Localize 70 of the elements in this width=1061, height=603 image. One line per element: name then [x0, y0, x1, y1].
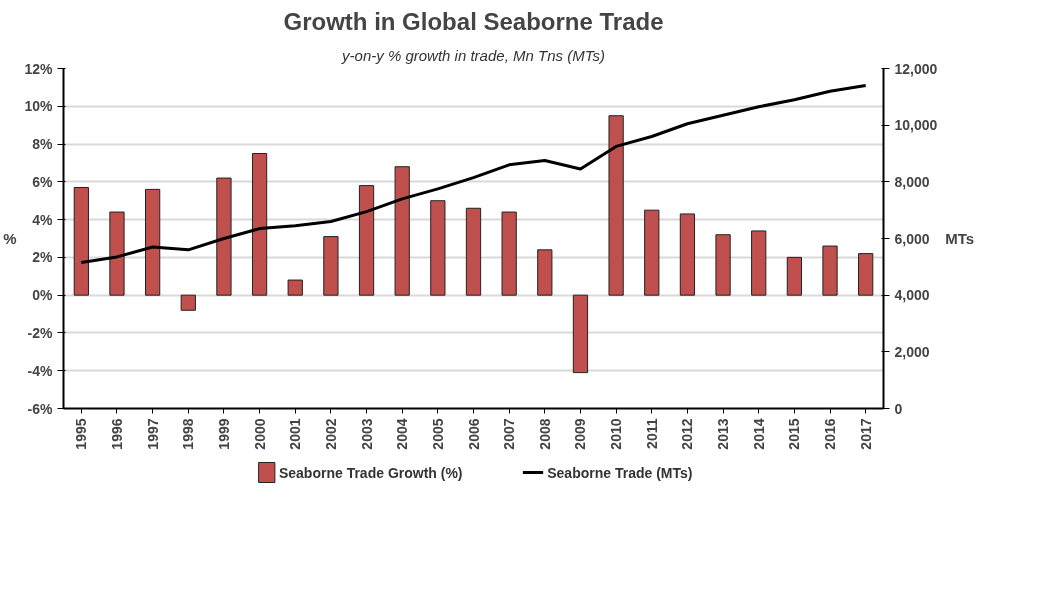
y2-tick-label: 2,000 — [894, 343, 930, 360]
y-tick-label: 2% — [32, 249, 54, 266]
bar — [715, 234, 731, 296]
bar — [394, 166, 410, 296]
bar — [644, 209, 660, 296]
bar — [537, 249, 553, 296]
x-tick-label: 2000 — [251, 418, 268, 450]
x-tick-label: 2017 — [857, 418, 874, 450]
y-tick-label: -2% — [27, 324, 54, 341]
x-tick-label: 2011 — [643, 418, 660, 449]
y2-tick-label: 6,000 — [894, 230, 930, 247]
bar — [572, 294, 589, 374]
x-tick-label: 2006 — [465, 418, 482, 450]
x-tick-label: 1996 — [108, 418, 125, 450]
y2-tick-label: 4,000 — [894, 287, 930, 304]
y2-tick-label: 12,000 — [894, 60, 938, 77]
x-tick-label: 2004 — [394, 418, 411, 450]
y-tick-label: -6% — [27, 400, 54, 417]
x-tick-label: 1997 — [144, 418, 161, 450]
y2-tick-label: 8,000 — [894, 173, 930, 190]
bar — [751, 230, 767, 296]
bar — [109, 211, 125, 296]
bar — [323, 236, 339, 296]
x-tick-label: 2013 — [715, 418, 732, 450]
bar — [145, 188, 161, 296]
y-tick-label: 0% — [32, 287, 54, 304]
bar — [465, 207, 482, 296]
bar — [251, 153, 268, 296]
x-tick-label: 2016 — [822, 418, 839, 450]
x-tick-label: 1998 — [180, 418, 197, 450]
bar — [501, 211, 517, 296]
bar — [358, 185, 375, 296]
x-tick-label: 2014 — [750, 418, 767, 450]
bar — [73, 187, 89, 296]
bar — [430, 200, 446, 296]
y-tick-label: 8% — [32, 136, 54, 153]
y2-tick-label: 0 — [894, 400, 903, 417]
bar — [822, 245, 838, 296]
bar — [679, 213, 696, 296]
x-tick-label: 2005 — [429, 418, 446, 450]
x-tick-label: 2009 — [572, 418, 589, 450]
legend-label: Seaborne Trade (MTs) — [547, 464, 693, 481]
x-tick-label: 2010 — [608, 418, 625, 450]
x-tick-label: 2012 — [679, 418, 696, 450]
y-tick-label: -4% — [27, 362, 54, 379]
x-tick-label: 2008 — [536, 418, 553, 450]
bar — [786, 256, 802, 296]
bar — [287, 279, 303, 296]
y-axis-title: % — [3, 230, 17, 247]
chart-title: Growth in Global Seaborne Trade — [283, 7, 664, 35]
x-tick-label: 2007 — [501, 418, 518, 450]
bar — [216, 177, 232, 296]
bar — [180, 294, 196, 311]
y2-tick-label: 10,000 — [894, 117, 938, 134]
y-tick-label: 10% — [24, 98, 54, 115]
x-tick-label: 2015 — [786, 418, 803, 450]
y-tick-label: 12% — [24, 60, 54, 77]
y-tick-label: 4% — [32, 211, 54, 228]
bar — [608, 115, 624, 296]
chart-subtitle: y-on-y % growth in trade, Mn Tns (MTs) — [341, 46, 605, 64]
y-tick-label: 6% — [32, 173, 54, 190]
bar — [858, 253, 874, 296]
line-series — [79, 84, 868, 265]
x-tick-label: 2001 — [287, 418, 304, 450]
y2-axis-title: MTs — [945, 230, 975, 247]
legend-label: Seaborne Trade Growth (%) — [278, 464, 463, 481]
x-tick-label: 2003 — [358, 418, 375, 450]
x-tick-label: 1995 — [73, 418, 90, 450]
x-tick-label: 2002 — [322, 418, 339, 450]
x-tick-label: 1999 — [215, 418, 232, 450]
